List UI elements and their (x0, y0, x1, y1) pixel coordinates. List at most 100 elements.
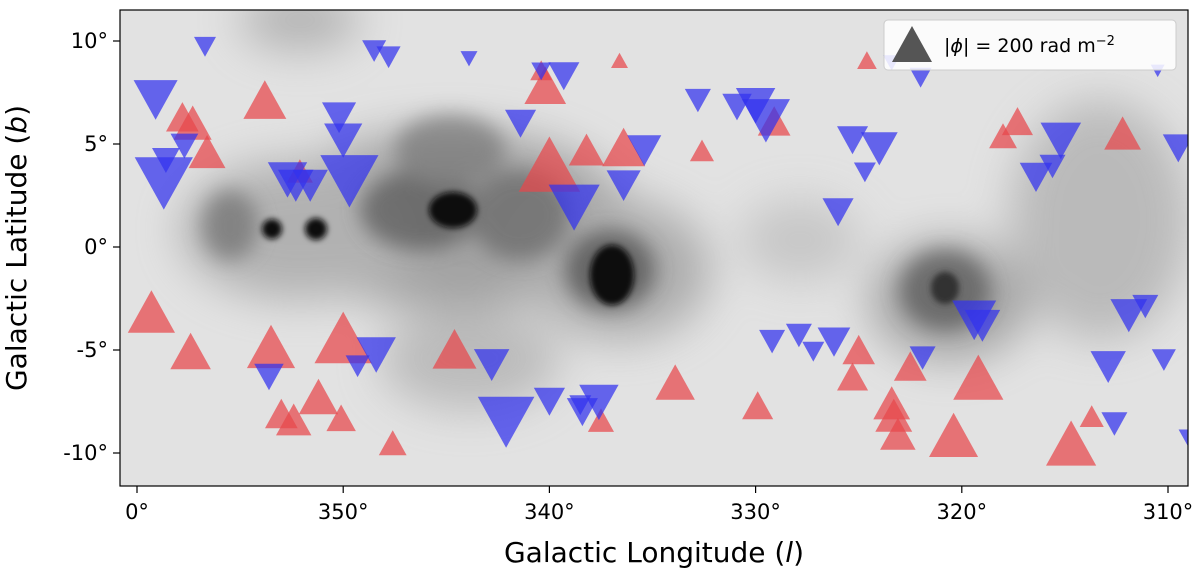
y-tick-label: 0° (84, 235, 108, 259)
rm-marker-positive (568, 133, 605, 166)
rm-marker-negative (566, 398, 598, 427)
rm-marker-negative (837, 126, 869, 155)
rm-marker-negative (909, 346, 936, 370)
rm-marker-negative (170, 133, 199, 159)
rm-marker-negative (785, 323, 812, 348)
rm-marker-negative (1090, 351, 1126, 383)
rm-marker-positive (432, 329, 477, 369)
rm-marker-negative (579, 384, 619, 421)
x-axis-label: Galactic Longitude (l) (504, 536, 804, 569)
rm-marker-negative (1039, 154, 1066, 179)
rm-marker-negative (1132, 294, 1159, 319)
rm-marker-negative (320, 155, 379, 208)
rm-marker-negative (376, 46, 401, 69)
rm-marker-positive (127, 290, 175, 333)
rm-marker-positive (1079, 405, 1104, 427)
rm-marker-negative (254, 363, 284, 391)
rm-marker-negative (548, 184, 600, 231)
legend-marker-triangle-icon (892, 26, 932, 62)
rm-marker-negative (477, 396, 535, 448)
rm-marker-positive (246, 324, 296, 369)
y-axis-ticks: 10° 5° 0° -5° -10° (63, 29, 120, 465)
rm-marker-negative (1101, 412, 1128, 436)
rm-marker-negative (133, 80, 178, 120)
rm-marker-negative (322, 102, 357, 134)
x-tick-label: 330° (730, 500, 781, 524)
x-tick-label: 320° (937, 500, 988, 524)
rm-marker-positive (953, 354, 1004, 400)
rm-marker-positive (842, 334, 875, 365)
rm-marker-positive (173, 105, 212, 140)
rm-marker-positive (276, 403, 312, 436)
rm-markers (127, 36, 1188, 466)
rm-marker-negative (860, 132, 898, 166)
legend: |ϕ| = 200 rad m−2 (883, 19, 1177, 71)
rm-marker-negative (1178, 429, 1188, 447)
rm-marker-negative (533, 387, 565, 416)
rm-marker-positive (655, 364, 695, 400)
rm-marker-positive (893, 351, 927, 381)
rm-marker-positive (880, 417, 916, 450)
y-tick-label: -5° (77, 338, 108, 362)
rm-marker-positive (929, 412, 979, 457)
rm-marker-positive (170, 332, 211, 370)
rm-marker-positive (857, 51, 877, 69)
rm-marker-negative (473, 349, 510, 381)
rm-marker-negative (505, 109, 537, 138)
rm-marker-negative (684, 88, 711, 113)
rm-marker-negative (964, 309, 1001, 342)
rm-marker-positive (611, 52, 628, 68)
legend-label: |ϕ| = 200 rad m−2 (944, 34, 1115, 58)
x-tick-label: 310° (1143, 500, 1194, 524)
rm-marker-negative (817, 327, 851, 357)
plot-frame (119, 9, 1189, 487)
rm-marker-positive (378, 430, 407, 456)
rm-marker-negative (909, 67, 932, 88)
rm-marker-positive (314, 311, 372, 364)
rm-marker-positive (837, 362, 869, 391)
rm-marker-positive (1001, 107, 1033, 136)
y-tick-label: 10° (71, 29, 108, 53)
x-tick-label: 0° (125, 500, 149, 524)
rm-marker-positive (875, 398, 913, 432)
rm-marker-positive (742, 391, 774, 420)
rm-marker-negative (606, 170, 641, 201)
rm-marker-negative (802, 341, 825, 362)
rm-marker-negative (853, 162, 876, 183)
y-tick-label: -10° (63, 441, 108, 465)
rm-marker-negative (531, 62, 551, 81)
x-tick-label: 350° (318, 500, 369, 524)
rm-marker-negative (1019, 162, 1053, 192)
x-axis-ticks: 0° 350° 340° 330° 320° 310° (125, 486, 1193, 524)
rm-marker-negative (1040, 122, 1082, 160)
rm-marker-positive (243, 80, 287, 119)
rm-marker-positive (689, 139, 714, 162)
rm-marker-positive (298, 378, 339, 415)
rm-marker-negative (1151, 349, 1176, 371)
rm-marker-negative (759, 329, 786, 354)
rm-marker-positive (1104, 116, 1141, 150)
rm-marker-negative (356, 337, 396, 373)
rm-marker-positive (518, 136, 581, 192)
rm-marker-positive (989, 123, 1017, 149)
rm-marker-positive (524, 66, 567, 104)
y-tick-label: 5° (84, 132, 108, 156)
legend-box (883, 19, 1177, 71)
rm-marker-negative (134, 157, 193, 210)
rm-marker-negative (627, 135, 662, 166)
rm-marker-positive (1046, 420, 1097, 466)
rm-marker-negative (548, 62, 580, 91)
plot-area (120, 10, 1188, 486)
y-axis-label: Galactic Latitude (b) (0, 105, 33, 391)
rm-marker-negative (292, 169, 328, 202)
rm-marker-positive (326, 404, 356, 432)
rm-marker-negative (194, 36, 216, 57)
x-tick-label: 340° (524, 500, 575, 524)
rm-marker-positive (602, 127, 646, 167)
rm-marker-negative (1110, 299, 1148, 333)
rm-marker-negative (345, 355, 370, 378)
rm-marker-negative (822, 198, 854, 227)
rm-marker-positive (188, 135, 226, 169)
rm-marker-negative (1162, 134, 1188, 163)
